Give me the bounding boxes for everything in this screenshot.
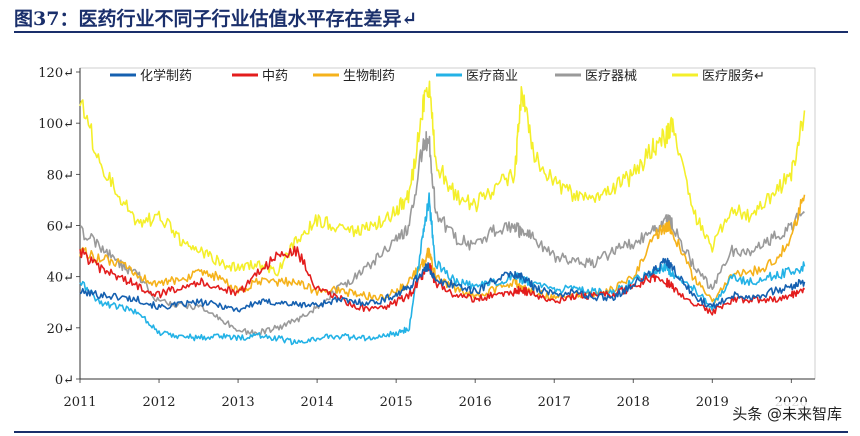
x-tick-label: 2014: [301, 395, 334, 410]
x-tick-label: 2018: [617, 395, 650, 410]
y-tick-label: 80↵: [47, 168, 74, 183]
x-tick-label: 2019: [696, 395, 729, 410]
x-tick-label: 2011: [63, 395, 96, 410]
legend: 化学制药 中药 生物制药 医疗商业 医疗器械 医疗服务↵: [110, 68, 765, 84]
legend-item-label: 生物制药: [343, 69, 395, 84]
y-tick-label: 100↵: [38, 117, 74, 132]
x-tick-label: 2013: [222, 395, 255, 410]
legend-item-label: 医疗商业: [466, 69, 518, 84]
series-line: [79, 257, 806, 313]
y-tick-label: 40↵: [47, 271, 74, 286]
series-line: [79, 194, 806, 303]
watermark-label: 头条 @未来智库: [728, 402, 846, 425]
page-title: 图37：医药行业不同子行业估值水平存在差异↵: [14, 8, 418, 30]
legend-item-label: 医疗器械: [585, 69, 637, 84]
plot-frame: [79, 67, 816, 380]
y-tick-label: 60↵: [47, 220, 74, 235]
series-line: [79, 80, 806, 277]
y-tick-label: 0↵: [55, 373, 74, 388]
figure-header: 图37：医药行业不同子行业估值水平存在差异↵: [0, 0, 860, 34]
axes: 0↵ 20↵ 40↵ 60↵ 80↵ 100↵ 120↵ 2011 2012 2013 2014 20…: [38, 66, 815, 410]
y-tick-label: 20↵: [47, 322, 74, 337]
x-tick-label: 2017: [538, 395, 571, 410]
legend-item-label: 医疗服务↵: [702, 68, 765, 84]
y-tick-label: 120↵: [38, 66, 74, 81]
x-tick-label: 2016: [459, 395, 492, 410]
series-group: [79, 80, 806, 346]
series-line: [79, 131, 805, 337]
x-tick-label: 2012: [142, 395, 175, 410]
line-chart: 0↵ 20↵ 40↵ 60↵ 80↵ 100↵ 120↵ 2011 2012 2013 2014 20…: [38, 66, 816, 410]
plot-area: [79, 67, 816, 380]
legend-item-label: 中药: [262, 69, 288, 84]
legend-item-label: 化学制药: [140, 68, 192, 84]
bottom-divider: [14, 431, 848, 433]
series-line: [79, 245, 806, 316]
x-tick-label: 2015: [380, 395, 413, 410]
title-divider: [14, 31, 848, 33]
